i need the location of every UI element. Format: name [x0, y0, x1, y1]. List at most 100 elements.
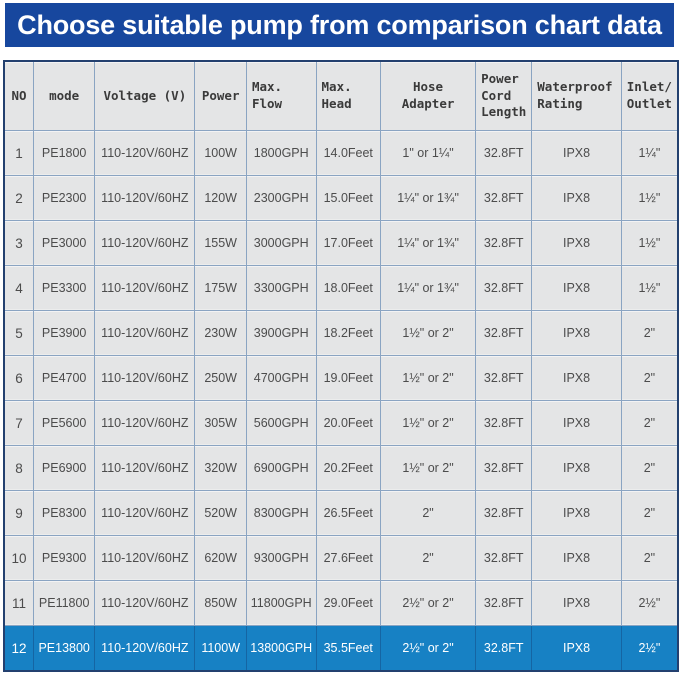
table-row: 6 PE4700 110-120V/60HZ 250W 4700GPH 19.0Feet 1…	[3, 355, 679, 401]
cell-inlet: 2"	[620, 490, 679, 536]
cell-mode: PE3300	[33, 265, 96, 311]
cell-flow: 11800GPH	[245, 580, 317, 626]
cell-power: 850W	[194, 580, 247, 626]
cell-waterproof: IPX8	[531, 130, 622, 176]
cell-waterproof: IPX8	[531, 175, 622, 221]
cell-inlet: 2"	[620, 445, 679, 491]
cell-hose: 2½" or 2"	[379, 580, 477, 626]
cell-inlet: 2½"	[620, 625, 679, 672]
cell-cord: 32.8FT	[475, 130, 533, 176]
cell-voltage: 110-120V/60HZ	[94, 355, 196, 401]
cell-flow: 4700GPH	[245, 355, 317, 401]
cell-waterproof: IPX8	[531, 580, 622, 626]
cell-head: 19.0Feet	[315, 355, 381, 401]
column-header-mode: mode	[33, 60, 96, 131]
table-row: 1 PE1800 110-120V/60HZ 100W 1800GPH 14.0Feet 1…	[3, 130, 679, 176]
table-row: 5 PE3900 110-120V/60HZ 230W 3900GPH 18.2Feet 1…	[3, 310, 679, 356]
table-body: 1 PE1800 110-120V/60HZ 100W 1800GPH 14.0Feet 1…	[3, 130, 679, 672]
pump-comparison-table: NO mode Voltage (V) Power Max. Flow Max. Head…	[3, 60, 679, 672]
cell-voltage: 110-120V/60HZ	[94, 265, 196, 311]
cell-waterproof: IPX8	[531, 220, 622, 266]
cell-power: 305W	[194, 400, 247, 446]
cell-voltage: 110-120V/60HZ	[94, 580, 196, 626]
cell-voltage: 110-120V/60HZ	[94, 625, 196, 672]
column-header-hose: Hose Adapter	[379, 60, 477, 131]
cell-hose: 2"	[379, 490, 477, 536]
cell-inlet: 2"	[620, 535, 679, 581]
cell-hose: 1½" or 2"	[379, 445, 477, 491]
cell-voltage: 110-120V/60HZ	[94, 175, 196, 221]
cell-mode: PE6900	[33, 445, 96, 491]
cell-cord: 32.8FT	[475, 580, 533, 626]
cell-flow: 3900GPH	[245, 310, 317, 356]
column-header-voltage: Voltage (V)	[94, 60, 196, 131]
column-header-cord: Power Cord Length	[475, 60, 533, 131]
cell-power: 620W	[194, 535, 247, 581]
cell-hose: 1¼" or 1¾"	[379, 175, 477, 221]
cell-inlet: 1½"	[620, 220, 679, 266]
cell-hose: 1½" or 2"	[379, 400, 477, 446]
cell-hose: 1¼" or 1¾"	[379, 220, 477, 266]
cell-inlet: 1¼"	[620, 130, 679, 176]
cell-inlet: 2"	[620, 400, 679, 446]
cell-hose: 1½" or 2"	[379, 355, 477, 401]
cell-voltage: 110-120V/60HZ	[94, 490, 196, 536]
cell-waterproof: IPX8	[531, 400, 622, 446]
cell-no: 1	[3, 130, 35, 176]
cell-inlet: 2½"	[620, 580, 679, 626]
cell-mode: PE2300	[33, 175, 96, 221]
cell-flow: 3000GPH	[245, 220, 317, 266]
cell-mode: PE3000	[33, 220, 96, 266]
cell-hose: 1¼" or 1¾"	[379, 265, 477, 311]
cell-cord: 32.8FT	[475, 535, 533, 581]
cell-waterproof: IPX8	[531, 355, 622, 401]
cell-voltage: 110-120V/60HZ	[94, 535, 196, 581]
cell-inlet: 1½"	[620, 265, 679, 311]
cell-mode: PE9300	[33, 535, 96, 581]
cell-power: 230W	[194, 310, 247, 356]
cell-cord: 32.8FT	[475, 400, 533, 446]
cell-cord: 32.8FT	[475, 310, 533, 356]
cell-cord: 32.8FT	[475, 355, 533, 401]
column-header-inlet: Inlet/ Outlet	[620, 60, 679, 131]
cell-head: 18.0Feet	[315, 265, 381, 311]
cell-power: 175W	[194, 265, 247, 311]
cell-head: 35.5Feet	[315, 625, 381, 672]
cell-power: 320W	[194, 445, 247, 491]
cell-cord: 32.8FT	[475, 625, 533, 672]
table-row: 2 PE2300 110-120V/60HZ 120W 2300GPH 15.0Feet 1…	[3, 175, 679, 221]
cell-no: 9	[3, 490, 35, 536]
cell-head: 26.5Feet	[315, 490, 381, 536]
cell-flow: 6900GPH	[245, 445, 317, 491]
cell-flow: 1800GPH	[245, 130, 317, 176]
cell-inlet: 1½"	[620, 175, 679, 221]
cell-flow: 9300GPH	[245, 535, 317, 581]
cell-cord: 32.8FT	[475, 490, 533, 536]
cell-no: 7	[3, 400, 35, 446]
table-row: 3 PE3000 110-120V/60HZ 155W 3000GPH 17.0Feet 1…	[3, 220, 679, 266]
cell-no: 5	[3, 310, 35, 356]
cell-cord: 32.8FT	[475, 220, 533, 266]
cell-no: 12	[3, 625, 35, 672]
table-header: NO mode Voltage (V) Power Max. Flow Max. Head…	[3, 60, 679, 131]
cell-waterproof: IPX8	[531, 265, 622, 311]
table-row: 4 PE3300 110-120V/60HZ 175W 3300GPH 18.0Feet 1…	[3, 265, 679, 311]
cell-voltage: 110-120V/60HZ	[94, 310, 196, 356]
cell-no: 8	[3, 445, 35, 491]
cell-mode: PE5600	[33, 400, 96, 446]
cell-mode: PE13800	[33, 625, 96, 672]
cell-head: 20.0Feet	[315, 400, 381, 446]
cell-cord: 32.8FT	[475, 175, 533, 221]
cell-no: 6	[3, 355, 35, 401]
table-row: 11 PE11800 110-120V/60HZ 850W 11800GPH 29.0Fe…	[3, 580, 679, 626]
page-title: Choose suitable pump from comparison cha…	[5, 3, 674, 47]
cell-mode: PE3900	[33, 310, 96, 356]
cell-mode: PE1800	[33, 130, 96, 176]
cell-hose: 1½" or 2"	[379, 310, 477, 356]
cell-flow: 3300GPH	[245, 265, 317, 311]
table-row: 10 PE9300 110-120V/60HZ 620W 9300GPH 27.6Feet…	[3, 535, 679, 581]
cell-flow: 8300GPH	[245, 490, 317, 536]
column-header-head: Max. Head	[315, 60, 381, 131]
cell-waterproof: IPX8	[531, 490, 622, 536]
cell-power: 250W	[194, 355, 247, 401]
